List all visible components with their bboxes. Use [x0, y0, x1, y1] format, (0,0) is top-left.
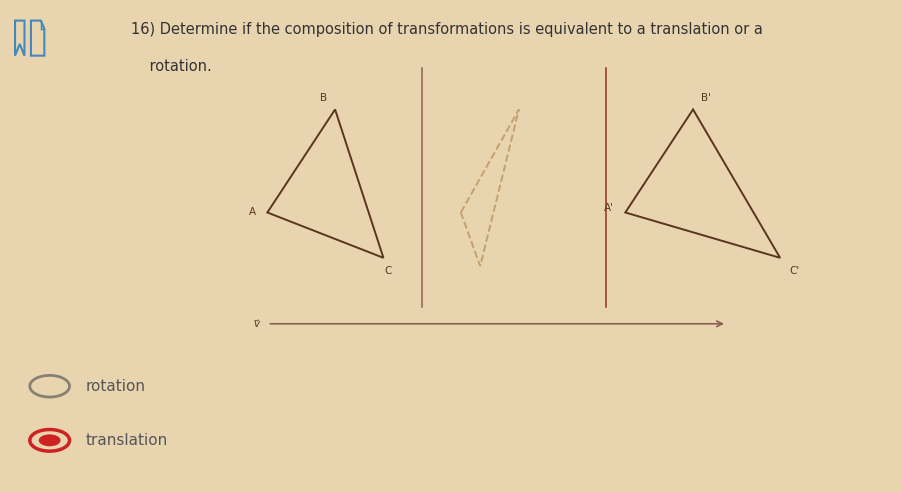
Text: 16) Determine if the composition of transformations is equivalent to a translati: 16) Determine if the composition of tran… [131, 22, 762, 37]
Text: A': A' [603, 203, 613, 214]
Text: C': C' [789, 266, 799, 276]
Text: B: B [320, 93, 327, 103]
Text: A: A [248, 208, 255, 217]
Text: rotation: rotation [86, 379, 145, 394]
Text: B': B' [700, 93, 710, 103]
Text: C: C [384, 266, 391, 276]
Text: v⃗: v⃗ [253, 319, 260, 329]
Text: translation: translation [86, 433, 168, 448]
Text: rotation.: rotation. [131, 59, 211, 74]
